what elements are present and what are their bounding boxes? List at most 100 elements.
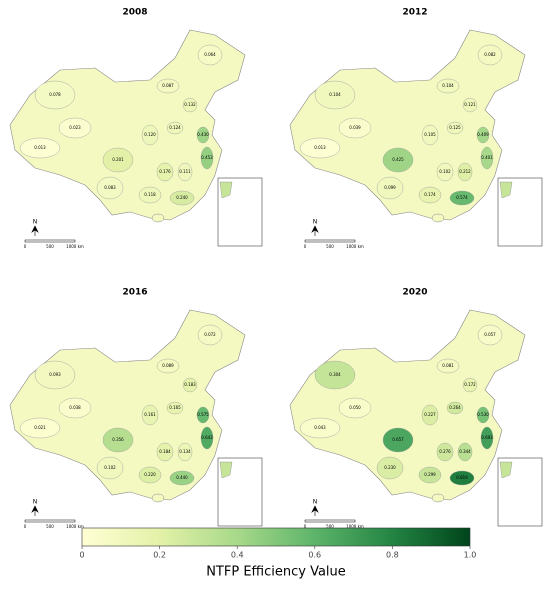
province <box>156 78 180 94</box>
scale-bar <box>24 519 76 523</box>
scale-label: 1000 km <box>346 244 364 249</box>
north-arrow <box>31 505 39 516</box>
province <box>200 146 214 170</box>
province-value: 0.174 <box>424 192 436 197</box>
colorbar-tick-label: 0.2 <box>153 551 166 560</box>
province-value: 0.530 <box>477 412 489 417</box>
scale-label: 500 <box>46 524 54 529</box>
province <box>314 80 356 110</box>
province <box>436 78 460 94</box>
province <box>421 404 439 426</box>
province-value: 0.657 <box>392 437 404 442</box>
province-value: 0.227 <box>424 412 436 417</box>
province-value: 0.132 <box>184 102 196 107</box>
province <box>436 162 454 182</box>
scale-label: 500 <box>326 524 334 529</box>
province-value: 0.134 <box>179 449 191 454</box>
province-value: 0.013 <box>34 145 46 150</box>
map-panel: 2016 0.072 0.089 0.093 0.038 0.021 0.183 0.161 0… <box>9 288 263 529</box>
province <box>421 124 439 146</box>
province-value: 0.440 <box>176 475 188 480</box>
province-value: 0.082 <box>484 52 496 57</box>
province-value: 0.121 <box>464 102 476 107</box>
province <box>480 146 494 170</box>
inset-land <box>499 461 513 479</box>
province <box>141 124 159 146</box>
island <box>151 213 165 223</box>
province <box>166 121 184 135</box>
province-value: 0.038 <box>69 405 81 410</box>
scale-label: 0 <box>304 244 307 249</box>
province-value: 0.104 <box>442 83 454 88</box>
province <box>314 360 356 390</box>
scale-label: 0 <box>24 524 27 529</box>
province-value: 0.093 <box>49 372 61 377</box>
province <box>138 466 162 484</box>
province <box>376 456 404 480</box>
province <box>196 406 210 424</box>
province <box>446 401 464 415</box>
panel-title: 2012 <box>402 8 427 18</box>
province-value: 0.693 <box>481 435 493 440</box>
province <box>457 162 473 182</box>
province <box>299 417 341 439</box>
scale-label: 1000 km <box>66 244 84 249</box>
province-value: 0.643 <box>201 435 213 440</box>
province-value: 0.819 <box>456 475 468 480</box>
north-label: N <box>33 499 38 506</box>
scale-label: 500 <box>46 244 54 249</box>
province <box>449 190 475 206</box>
scale-bar <box>304 239 356 243</box>
province-value: 0.021 <box>34 425 46 430</box>
province-value: 0.105 <box>424 132 436 137</box>
panel-title: 2016 <box>122 288 147 298</box>
province <box>19 137 61 159</box>
province <box>169 470 195 486</box>
province <box>476 406 490 424</box>
panel-title: 2020 <box>402 288 427 298</box>
province <box>34 80 76 110</box>
province-value: 0.120 <box>144 132 156 137</box>
province-value: 0.401 <box>481 155 493 160</box>
colorbar-label: NTFP Efficiency Value <box>206 565 346 580</box>
colorbar-tick-label: 0.8 <box>386 551 399 560</box>
province-value: 0.176 <box>159 169 171 174</box>
inset-land <box>219 461 233 479</box>
province-value: 0.023 <box>69 125 81 130</box>
north-label: N <box>33 219 38 226</box>
province-value: 0.083 <box>104 185 116 190</box>
province <box>141 404 159 426</box>
scale-label: 500 <box>326 244 334 249</box>
province <box>382 147 414 173</box>
province <box>477 44 503 66</box>
province <box>462 97 478 113</box>
province <box>477 324 503 346</box>
province-value: 0.050 <box>349 405 361 410</box>
scale-label: 1000 km <box>66 524 84 529</box>
province-value: 0.212 <box>459 169 471 174</box>
province-value: 0.102 <box>439 169 451 174</box>
province-value: 0.087 <box>162 83 174 88</box>
province-value: 0.430 <box>197 132 209 137</box>
province-value: 0.344 <box>459 449 471 454</box>
province <box>19 417 61 439</box>
province-value: 0.125 <box>449 125 461 130</box>
province <box>138 186 162 204</box>
scale-bar <box>24 239 76 243</box>
province <box>177 442 193 462</box>
province <box>96 176 124 200</box>
province <box>196 126 210 144</box>
province-value: 0.575 <box>197 412 209 417</box>
scale-label: 0 <box>304 524 307 529</box>
map-panel: 2008 0.064 0.087 0.078 0.023 0.013 0.132 0.120 0… <box>9 8 263 249</box>
province <box>418 186 442 204</box>
province <box>169 190 195 206</box>
province-value: 0.124 <box>169 125 181 130</box>
province-value: 0.264 <box>449 405 461 410</box>
province-value: 0.230 <box>384 465 396 470</box>
province <box>382 427 414 453</box>
province-value: 0.304 <box>329 372 341 377</box>
province-value: 0.240 <box>176 195 188 200</box>
province <box>376 176 404 200</box>
